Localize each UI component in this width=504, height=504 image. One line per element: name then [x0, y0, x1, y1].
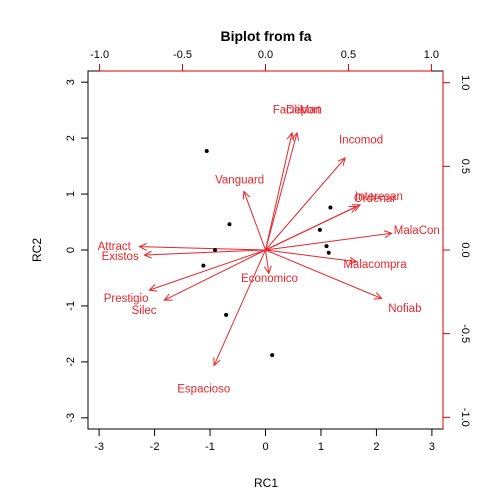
right-axis-tick-label: -1.0: [459, 408, 471, 427]
left-axis-tick-label: -3: [65, 413, 77, 423]
loading-arrow-shaft: [144, 249, 266, 256]
loading-label: Nofiab: [388, 303, 421, 315]
loading-label: Silec: [132, 305, 157, 317]
loading-label: FaciliMan: [273, 104, 322, 116]
loading-arrow-head: [337, 157, 346, 166]
right-axis-tick-label: 0.5: [459, 159, 471, 174]
bottom-axis-tick-label: 0: [262, 441, 268, 453]
right-axis-tick-label: 0.0: [459, 242, 471, 257]
loading-label: Interesan: [355, 191, 403, 203]
loading-label: Espacioso: [177, 384, 230, 396]
left-axis-tick-label: -2: [65, 357, 77, 367]
right-loading-axis: -1.0 -0.5 0.0 0.5 1.0: [442, 71, 471, 429]
loading-arrow-shaft: [243, 191, 266, 251]
x-axis-title: RC1: [254, 476, 278, 490]
loading-arrow-shaft: [265, 232, 392, 251]
score-point: [270, 353, 275, 358]
score-point: [224, 312, 229, 317]
bottom-axis-tick-label: -3: [94, 441, 104, 453]
loading-arrow-head: [383, 230, 393, 239]
loading-arrow-head: [163, 293, 173, 301]
loading-arrow-head: [291, 131, 299, 141]
top-axis-tick-label: 0.0: [258, 49, 273, 61]
score-point: [201, 263, 206, 268]
right-axis-tick-label: -0.5: [459, 324, 471, 343]
top-axis-tick-label: -0.5: [173, 49, 192, 61]
loading-arrow-head: [148, 284, 158, 292]
score-point: [326, 250, 331, 255]
bottom-x-axis: -3 -2 -1 0 1 2 3: [94, 428, 435, 453]
top-loading-axis: -1.0 -0.5 0.0 0.5 1.0: [90, 49, 439, 72]
loading-arrow-head: [286, 131, 295, 141]
top-axis-tick-label: -1.0: [90, 49, 109, 61]
top-axis-tick-label: 1.0: [424, 49, 439, 61]
loading-arrow-shaft: [265, 157, 346, 251]
loading-arrow-head: [373, 292, 383, 300]
left-axis-tick-label: 0: [65, 247, 77, 253]
loading-arrow-shaft: [265, 132, 293, 251]
score-point: [227, 222, 232, 227]
loading-arrow-head: [213, 357, 221, 367]
score-points: [201, 148, 333, 358]
loading-arrow-head: [263, 265, 272, 275]
loading-arrow-head: [143, 250, 152, 259]
y-axis-title: RC2: [30, 238, 44, 262]
loading-arrow-head: [242, 190, 251, 200]
loading-label: Existos: [102, 251, 139, 263]
loading-label: Malacompra: [343, 259, 407, 271]
loading-label: Incomod: [339, 135, 383, 147]
loading-arrow-shaft: [265, 249, 357, 263]
bottom-axis-tick-label: -1: [205, 441, 215, 453]
score-point: [317, 227, 322, 232]
score-point: [204, 148, 209, 153]
loading-arrow-shaft: [164, 249, 266, 301]
loading-arrow-shaft: [265, 249, 382, 299]
right-axis-tick-label: 1.0: [459, 75, 471, 90]
loading-arrow-shaft: [213, 249, 266, 366]
loading-arrow-head: [348, 256, 358, 265]
loading-arrow-shaft: [265, 206, 357, 251]
score-point: [213, 248, 218, 252]
loading-arrow-head: [352, 204, 362, 212]
left-axis-tick-label: -1: [65, 301, 77, 311]
left-axis-tick-label: 1: [65, 191, 77, 197]
score-point: [328, 205, 333, 210]
loading-label: Economico: [241, 273, 298, 285]
loading-arrow-shaft: [149, 249, 266, 291]
bottom-axis-tick-label: 2: [373, 441, 379, 453]
score-point: [324, 244, 329, 249]
bottom-axis-tick-label: 1: [318, 441, 324, 453]
bottom-axis-tick-label: -2: [150, 441, 160, 453]
loading-arrow-head: [138, 242, 147, 251]
loading-arrows: [138, 131, 393, 367]
left-y-axis: -3 -2 -1 0 1 2 3: [65, 79, 89, 423]
bottom-axis-tick-label: 3: [429, 441, 435, 453]
loading-label: Attract: [98, 241, 132, 253]
loading-label: Deport: [286, 104, 321, 116]
top-axis-tick-label: 0.5: [341, 49, 356, 61]
loading-label: Vanguard: [215, 175, 264, 187]
chart-title: Biplot from fa: [221, 28, 312, 44]
left-axis-tick-label: 3: [65, 79, 77, 85]
left-axis-tick-label: 2: [65, 135, 77, 141]
loading-label: MalaCon: [394, 225, 440, 237]
loading-label: Ordenar: [354, 193, 396, 205]
loading-arrow-head: [348, 205, 358, 214]
loading-arrow-shaft: [139, 246, 266, 251]
loading-label: Prestigio: [104, 293, 149, 305]
loading-arrow-shaft: [265, 249, 270, 274]
loading-arrow-shaft: [265, 132, 298, 251]
